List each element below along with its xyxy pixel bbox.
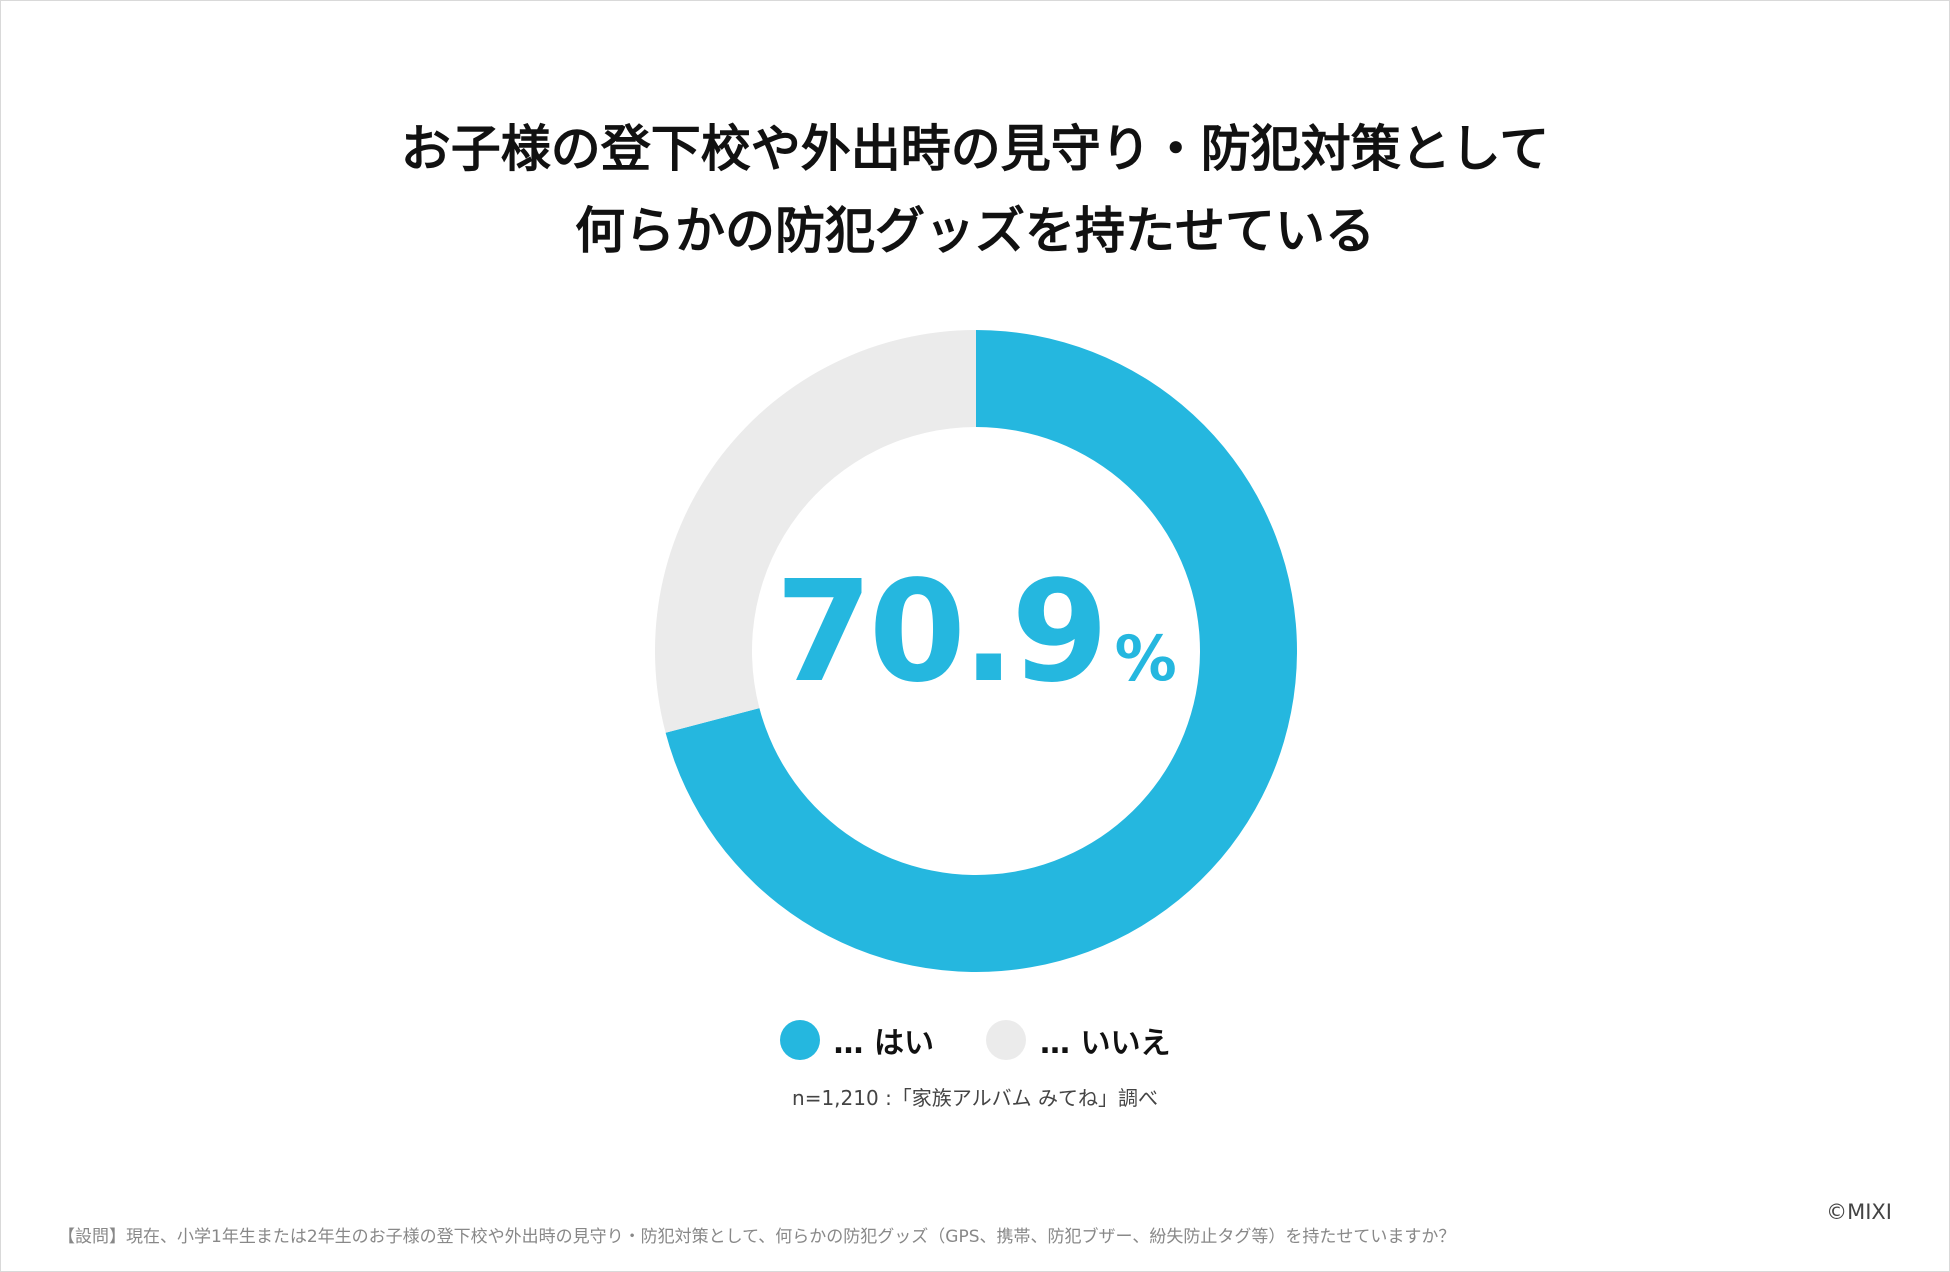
legend: … はい … いいえ — [0, 1018, 1950, 1062]
legend-item-yes: … はい — [779, 1018, 934, 1062]
chart-title: お子様の登下校や外出時の見守り・防犯対策として 何らかの防犯グッズを持たせている — [0, 108, 1950, 272]
legend-swatch-yes — [779, 1020, 820, 1060]
center-unit: % — [1115, 622, 1177, 695]
donut-slice-yes — [665, 330, 1297, 972]
legend-label-no: … いいえ — [1040, 1026, 1171, 1061]
donut-slice-no — [655, 330, 976, 733]
title-line-2: 何らかの防犯グッズを持たせている — [575, 202, 1375, 260]
donut-chart: 70.9% — [655, 330, 1297, 972]
copyright: ©MIXI — [1826, 1200, 1892, 1224]
survey-question-footnote: 【設問】現在、小学1年生または2年生のお子様の登下校や外出時の見守り・防犯対策と… — [58, 1227, 1456, 1247]
title-line-1: お子様の登下校や外出時の見守り・防犯対策として — [400, 120, 1550, 178]
center-value: 70.9 — [775, 551, 1104, 714]
legend-label-yes: … はい — [833, 1026, 934, 1061]
center-percentage: 70.9% — [775, 551, 1177, 714]
legend-swatch-no — [986, 1020, 1026, 1060]
legend-item-no: … いいえ — [986, 1018, 1170, 1062]
source-note: n=1,210 :「家族アルバム みてね」調べ — [792, 1086, 1158, 1110]
